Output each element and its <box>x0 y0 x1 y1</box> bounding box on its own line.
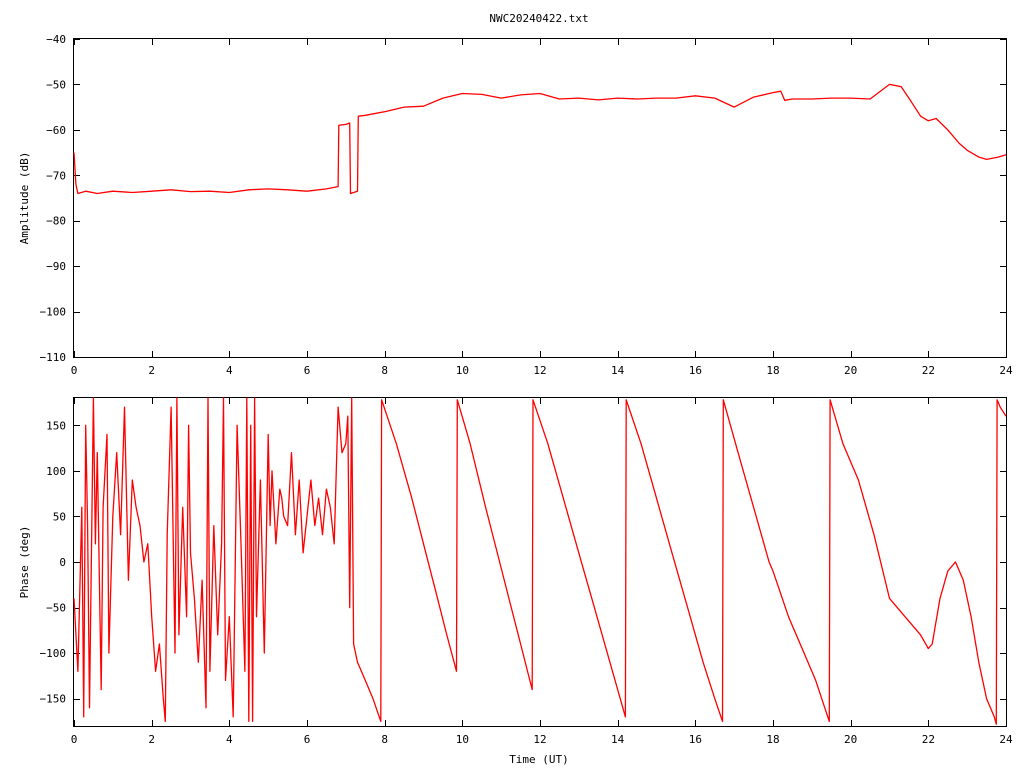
x-tick-label: 6 <box>304 364 311 377</box>
x-tick-label: 24 <box>999 733 1013 746</box>
phase-axis-ticks <box>74 398 1007 726</box>
x-tick-label: 16 <box>689 733 702 746</box>
x-tick-label: 8 <box>381 364 388 377</box>
amplitude-axis-tick-labels: 0 2 4 6 8 10 12 14 16 18 20 22 24−110−100−90−80−70−6… <box>40 33 1013 377</box>
x-tick-label: 8 <box>381 733 388 746</box>
amplitude-plot-frame <box>73 38 1007 358</box>
y-tick-label: −60 <box>46 124 66 137</box>
x-tick-label: 0 <box>71 733 78 746</box>
x-tick-label: 4 <box>226 364 233 377</box>
x-tick-label: 20 <box>844 733 857 746</box>
x-tick-label: 24 <box>999 364 1013 377</box>
x-tick-label: 22 <box>922 364 935 377</box>
x-tick-label: 6 <box>304 733 311 746</box>
x-tick-label: 4 <box>226 733 233 746</box>
amplitude-axis-ticks <box>74 39 1007 358</box>
y-tick-label: −80 <box>46 215 66 228</box>
y-tick-label: −100 <box>40 647 67 660</box>
x-tick-label: 2 <box>148 364 155 377</box>
y-tick-label: 0 <box>59 556 66 569</box>
y-tick-label: −90 <box>46 260 66 273</box>
y-tick-label: −50 <box>46 602 66 615</box>
phase-series-line <box>73 397 1007 725</box>
y-tick-label: 100 <box>46 465 66 478</box>
phase-x-axis-label: Time (UT) <box>509 753 569 766</box>
amplitude-y-axis-label: Amplitude (dB) <box>18 152 31 245</box>
amplitude-series-line <box>73 83 1007 195</box>
phase-y-axis-label: Phase (deg) <box>18 526 31 599</box>
phase-plot: 0 2 4 6 8 10 12 14 16 18 20 22 24−150−100−5005010015… <box>18 397 1013 766</box>
amplitude-plot: 0 2 4 6 8 10 12 14 16 18 20 22 24−110−100−90−80−70−6… <box>18 33 1013 377</box>
x-tick-label: 10 <box>456 733 469 746</box>
x-tick-label: 18 <box>766 364 779 377</box>
y-tick-label: −50 <box>46 78 66 91</box>
y-tick-label: −110 <box>40 351 67 364</box>
chart-title: NWC20240422.txt <box>489 12 588 25</box>
y-tick-label: −100 <box>40 306 67 319</box>
x-tick-label: 12 <box>533 364 546 377</box>
x-tick-label: 16 <box>689 364 702 377</box>
x-tick-label: 12 <box>533 733 546 746</box>
x-tick-label: 2 <box>148 733 155 746</box>
y-tick-label: −150 <box>40 693 67 706</box>
y-tick-label: 150 <box>46 419 66 432</box>
x-tick-label: 0 <box>71 364 78 377</box>
y-tick-label: −40 <box>46 33 66 46</box>
x-tick-label: 10 <box>456 364 469 377</box>
x-tick-label: 20 <box>844 364 857 377</box>
x-tick-label: 18 <box>766 733 779 746</box>
y-tick-label: 50 <box>53 510 66 523</box>
x-tick-label: 14 <box>611 364 625 377</box>
x-tick-label: 22 <box>922 733 935 746</box>
x-tick-label: 14 <box>611 733 625 746</box>
phase-plot-frame <box>73 397 1007 727</box>
y-tick-label: −70 <box>46 169 66 182</box>
phase-axis-tick-labels: 0 2 4 6 8 10 12 14 16 18 20 22 24−150−100−5005010015… <box>40 419 1013 746</box>
